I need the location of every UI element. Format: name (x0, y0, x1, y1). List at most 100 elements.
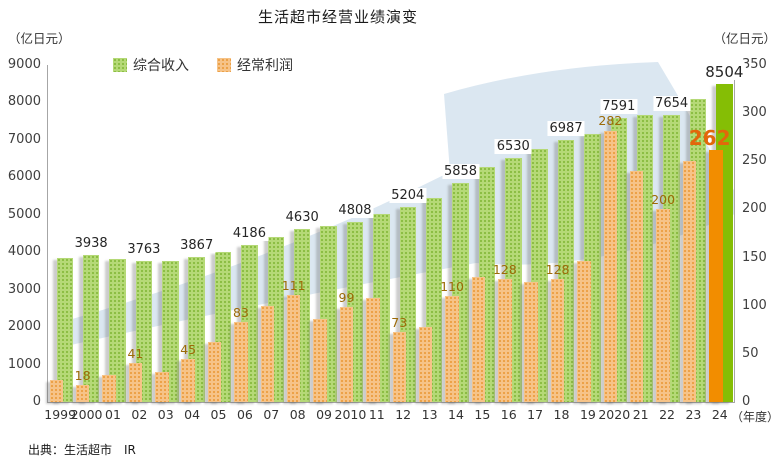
x-axis-tick: 2020 (598, 407, 631, 422)
profit-bar (471, 276, 486, 402)
x-axis-tick: 16 (500, 407, 517, 422)
revenue-bar (162, 260, 179, 402)
x-axis-tick: 03 (157, 407, 174, 422)
profit-bar (207, 342, 222, 402)
profit-bar (709, 149, 723, 402)
revenue-swatch-icon (113, 58, 127, 72)
revenue-value-label: 4630 (283, 209, 321, 225)
x-axis-tick: 05 (210, 407, 227, 422)
profit-swatch-icon (217, 58, 231, 72)
profit-value-label: 200 (651, 192, 676, 208)
profit-value-label: 41 (127, 345, 144, 361)
profit-bar (286, 295, 301, 402)
profit-bar (445, 296, 459, 402)
legend-item-revenue: 综合收入 (113, 55, 189, 75)
profit-bar (260, 305, 275, 402)
revenue-value-label: 6530 (494, 138, 532, 154)
profit-bar (418, 326, 433, 402)
x-axis-tick: 21 (632, 407, 649, 422)
x-axis-tick: 07 (263, 407, 280, 422)
x-axis-tick: 2010 (334, 407, 367, 422)
right-axis-unit: （亿日元） (713, 31, 776, 46)
profit-value-label: 99 (338, 289, 355, 305)
right-axis-tick: 300 (742, 105, 767, 121)
revenue-bar (109, 259, 126, 402)
revenue-value-label: 8504 (703, 62, 746, 81)
profit-bar (682, 161, 697, 402)
x-axis-tick: 24 (711, 407, 728, 422)
profit-value-label: 128 (545, 261, 570, 277)
x-axis-tick: 09 (316, 407, 332, 422)
right-axis-tick: 50 (742, 345, 759, 361)
left-axis-tick: 2000 (7, 319, 41, 335)
x-axis-tick: 14 (448, 407, 464, 422)
profit-value-label: 73 (391, 314, 408, 330)
profit-value-label: 111 (281, 278, 306, 294)
left-axis-tick: 9000 (7, 57, 41, 72)
x-axis-tick: 2000 (70, 407, 103, 422)
profit-bar (339, 306, 354, 402)
x-axis-tick: 08 (289, 407, 306, 422)
x-axis-tick: 18 (553, 407, 570, 422)
chart-title: 生活超市经营业绩演变 (257, 8, 418, 26)
revenue-value-label: 3763 (125, 242, 163, 258)
profit-bar (181, 358, 195, 402)
profit-value-label: 110 (440, 279, 464, 295)
x-axis-tick: 1999 (44, 407, 77, 422)
profit-bar (498, 278, 512, 402)
x-axis-tick: 06 (236, 407, 253, 422)
x-axis-tick: 11 (368, 407, 385, 422)
right-axis-tick: 100 (742, 297, 767, 313)
left-axis-tick: 0 (32, 394, 41, 409)
left-axis-tick: 5000 (7, 206, 41, 222)
x-axis-tick: 23 (685, 407, 702, 422)
x-axis-tick: 13 (421, 407, 438, 422)
legend-label-revenue: 综合收入 (133, 58, 189, 74)
x-axis-tick: 15 (474, 407, 491, 422)
legend: 综合收入 经常利润 (113, 55, 293, 75)
left-axis-tick: 4000 (7, 244, 41, 260)
x-axis-tick: 17 (527, 407, 544, 422)
revenue-value-label: 7654 (653, 96, 691, 112)
right-axis-tick: 250 (742, 153, 767, 169)
x-axis-tick: 12 (395, 407, 412, 422)
profit-value-label: 262 (688, 125, 731, 150)
right-axis-tick: 350 (742, 57, 767, 72)
profit-bar (392, 331, 406, 402)
revenue-bar (82, 254, 100, 402)
profit-bar (75, 384, 90, 402)
left-axis-tick: 8000 (7, 94, 41, 110)
plot-area: 3938 18 3763 41 3867 45 4186 83 4630 111 4808 99 520… (47, 64, 746, 403)
source-note: 出典：生活超市 IR (28, 443, 136, 457)
revenue-bar (56, 257, 73, 402)
profit-bar (366, 298, 380, 402)
left-axis-tick: 6000 (7, 169, 41, 185)
profit-bar (49, 379, 63, 402)
profit-value-label: 282 (598, 113, 623, 129)
left-axis-tick: 7000 (7, 131, 41, 147)
x-axis-tick: 04 (184, 407, 201, 422)
x-axis-tick: 02 (131, 407, 148, 422)
revenue-value-label: 3867 (178, 238, 216, 254)
left-axis-tick: 1000 (7, 356, 41, 372)
right-axis-tick: 0 (742, 394, 751, 409)
profit-bar (629, 170, 644, 402)
x-axis-tick: 19 (579, 407, 596, 422)
profit-bar (102, 375, 116, 402)
revenue-value-label: 4808 (336, 202, 374, 218)
profit-bar (550, 278, 565, 402)
left-axis-unit: （亿日元） (8, 31, 71, 46)
profit-value-label: 83 (232, 305, 249, 321)
left-axis-tick: 3000 (7, 281, 41, 297)
profit-bar (603, 130, 618, 402)
profit-bar (656, 209, 670, 402)
right-axis-tick: 200 (742, 201, 767, 217)
revenue-value-label: 3938 (72, 235, 110, 251)
right-axis-tick: 150 (742, 249, 767, 265)
profit-bar (155, 372, 169, 402)
x-axis-tick: 22 (659, 407, 675, 422)
legend-label-profit: 经常利润 (237, 58, 293, 74)
legend-item-profit: 经常利润 (217, 55, 293, 75)
profit-bar (313, 319, 327, 402)
revenue-value-label: 6987 (547, 121, 585, 137)
